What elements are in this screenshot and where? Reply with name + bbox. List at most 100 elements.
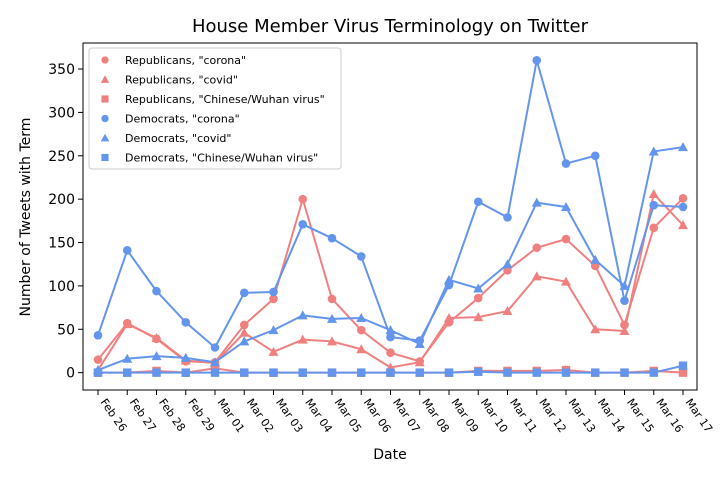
data-point: [473, 197, 483, 207]
x-tick-label: Feb 26: [98, 396, 130, 434]
data-point: [180, 352, 191, 362]
x-tick-label: Feb 28: [156, 396, 188, 434]
data-point: [678, 142, 688, 152]
data-point: [473, 283, 484, 293]
x-tick-label: Mar 01: [215, 396, 248, 435]
data-point: [531, 271, 542, 281]
data-point: [268, 325, 279, 335]
data-point: [619, 280, 630, 290]
x-tick-label: Mar 14: [595, 396, 628, 435]
data-point: [678, 220, 688, 230]
plot-series: [93, 56, 688, 377]
data-point: [649, 200, 659, 210]
y-axis-ticks: 0 50 100 150 200 250 300 350: [48, 62, 83, 382]
data-point: [210, 357, 220, 367]
data-point: [298, 368, 307, 377]
data-point: [181, 318, 191, 327]
legend-marker: [100, 75, 110, 83]
data-point: [327, 336, 337, 346]
x-tick-label: Feb 27: [127, 396, 159, 434]
x-tick-label: Mar 05: [332, 396, 365, 435]
legend-marker: [101, 56, 109, 64]
data-point: [678, 193, 688, 203]
x-axis-label: Date: [373, 447, 406, 463]
data-point: [648, 188, 659, 198]
data-point: [239, 320, 249, 330]
y-tick-label: 350: [48, 62, 75, 78]
data-point: [649, 368, 658, 377]
legend-label: Democrats, "corona": [125, 113, 240, 126]
data-point: [620, 296, 629, 305]
legend-label: Republicans, "corona": [125, 54, 246, 67]
data-point: [269, 294, 278, 304]
x-tick-label: Mar 10: [478, 396, 511, 435]
data-point: [444, 274, 454, 284]
data-point: [591, 368, 600, 377]
data-point: [122, 353, 133, 363]
data-point: [503, 213, 512, 222]
data-point: [357, 368, 366, 377]
data-point: [298, 220, 308, 229]
y-tick-label: 200: [48, 192, 75, 208]
data-point: [386, 348, 395, 357]
data-point: [532, 56, 542, 65]
data-point: [240, 368, 249, 377]
data-point: [561, 368, 571, 377]
data-point: [239, 327, 250, 337]
data-point: [678, 361, 688, 370]
data-point: [590, 254, 601, 264]
data-point: [152, 286, 161, 296]
legend-label: Republicans, "Chinese/Wuhan virus": [125, 93, 325, 106]
legend-box: [88, 47, 342, 170]
data-point: [151, 351, 162, 361]
data-point: [152, 368, 161, 377]
data-point: [210, 364, 220, 373]
data-point: [414, 357, 425, 367]
legend-marker: [101, 95, 109, 103]
data-point: [561, 234, 571, 244]
x-tick-label: Mar 04: [302, 396, 335, 435]
data-point: [561, 276, 571, 286]
data-point: [473, 312, 484, 322]
plot-frame: [82, 42, 698, 391]
data-point: [356, 325, 366, 335]
data-point: [532, 243, 542, 253]
data-point: [473, 293, 483, 303]
data-point: [414, 339, 425, 349]
data-point: [474, 367, 483, 376]
data-point: [356, 252, 366, 261]
x-tick-label: Mar 03: [273, 396, 306, 435]
data-point: [678, 202, 688, 212]
data-point: [269, 287, 278, 297]
data-point: [93, 355, 103, 364]
data-point: [268, 346, 279, 356]
data-point: [531, 197, 542, 207]
legend-marker: [100, 133, 110, 142]
data-point: [386, 368, 395, 377]
legend-label: Republicans, "covid": [125, 74, 238, 87]
x-tick-label: Mar 15: [624, 396, 657, 435]
data-point: [327, 313, 337, 323]
data-point: [122, 319, 133, 329]
y-tick-label: 150: [48, 236, 75, 252]
x-tick-label: Mar 11: [507, 396, 540, 435]
data-point: [356, 312, 367, 322]
data-point: [327, 294, 337, 304]
data-point: [327, 368, 337, 377]
x-tick-label: Mar 17: [683, 396, 716, 435]
data-point: [444, 312, 454, 322]
data-point: [151, 332, 162, 342]
legend-marker: [101, 153, 109, 162]
y-tick-label: 100: [48, 279, 75, 295]
series-group: [93, 361, 688, 377]
data-point: [298, 194, 308, 204]
data-point: [561, 159, 571, 168]
legend-marker: [101, 114, 109, 123]
data-point: [649, 223, 659, 233]
data-point: [590, 151, 600, 161]
data-point: [502, 259, 513, 269]
legend-label: Democrats, "Chinese/Wuhan virus": [125, 152, 318, 165]
data-point: [269, 368, 278, 377]
x-tick-label: Feb 29: [185, 396, 217, 434]
x-tick-label: Mar 09: [449, 396, 482, 435]
